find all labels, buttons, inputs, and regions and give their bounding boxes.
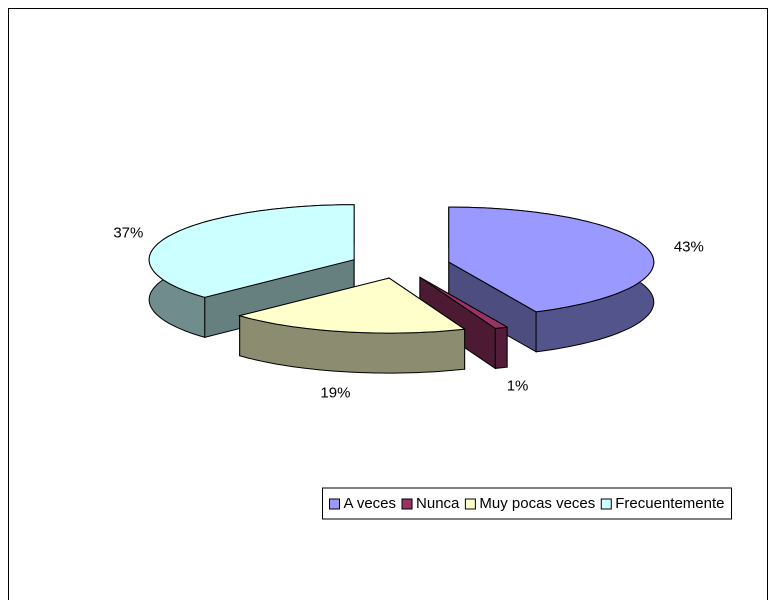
slice-side [494, 326, 508, 369]
legend-label: Nunca [416, 495, 460, 512]
legend: A veces Nunca Muy pocas veces Frecuentement… [321, 487, 733, 520]
data-label: 19% [320, 385, 350, 402]
legend-label: Frecuentemente [615, 495, 724, 512]
data-label: 37% [113, 224, 143, 241]
slice-top [448, 206, 655, 313]
legend-box [321, 487, 733, 520]
chart-frame [8, 8, 768, 600]
legend-swatch [401, 498, 413, 510]
data-label: 43% [674, 239, 704, 256]
slice [237, 277, 467, 374]
legend-swatch [328, 498, 340, 510]
legend-label: Muy pocas veces [479, 495, 595, 512]
legend-swatch [600, 498, 612, 510]
legend-label: A veces [343, 495, 396, 512]
slice [419, 276, 509, 370]
slice-top [419, 276, 509, 329]
data-label: 1% [507, 378, 529, 395]
slice-top [148, 204, 355, 298]
slice-top [237, 277, 467, 334]
slice [448, 206, 655, 353]
legend-swatch [464, 498, 476, 510]
